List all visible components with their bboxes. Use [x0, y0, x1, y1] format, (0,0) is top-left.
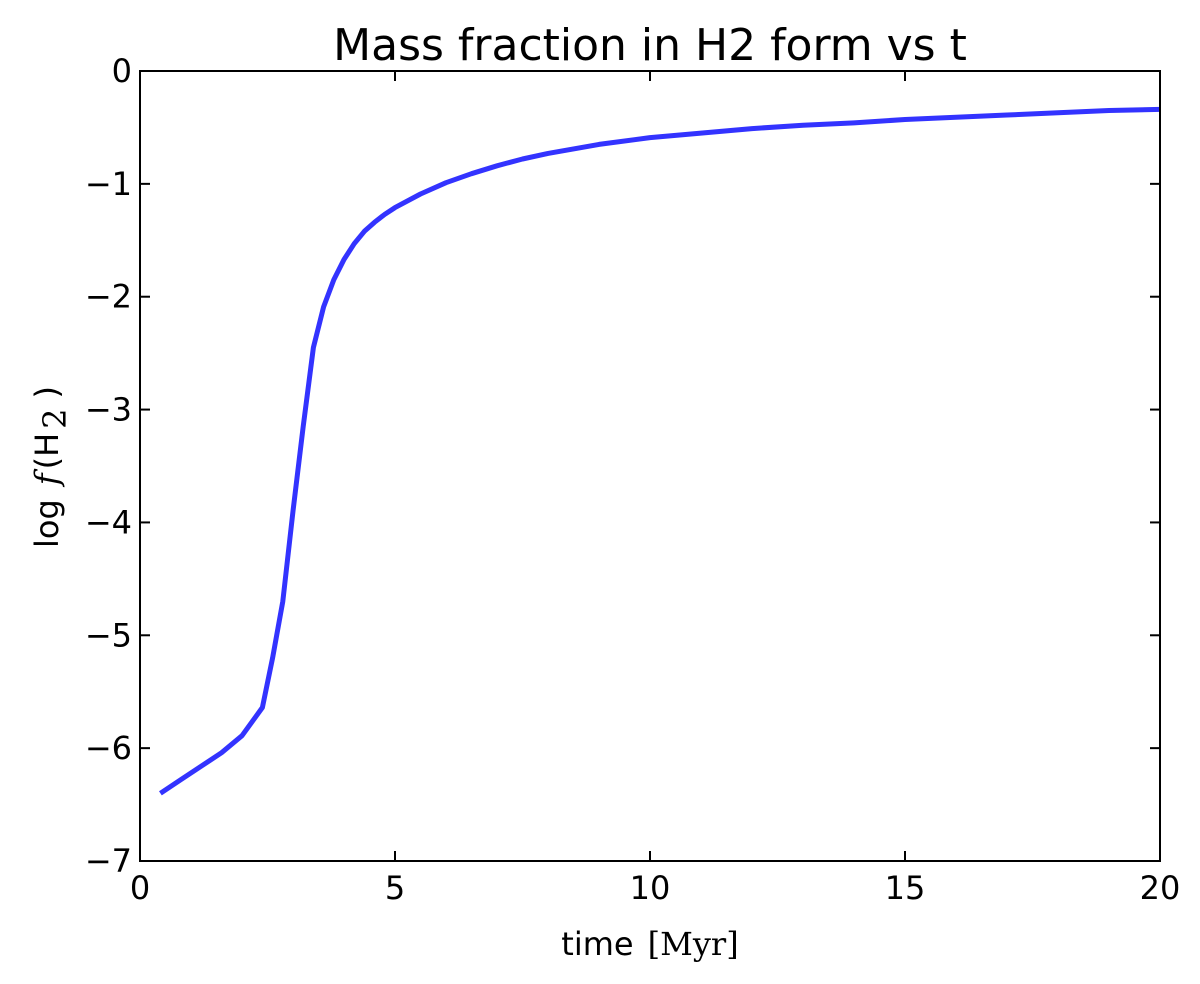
- x-axis: 0 5 10 15 20: [130, 71, 1181, 907]
- y-tick-label: −6: [85, 729, 132, 767]
- plot-frame: [139, 70, 1161, 862]
- y-tick-label: 0: [112, 52, 132, 90]
- y-axis-label-group: log f (H 2 ): [28, 386, 74, 548]
- y-tick-label: −7: [85, 842, 132, 880]
- y-tick-label: −2: [85, 278, 132, 316]
- x-axis-label-text: time: [561, 925, 633, 963]
- x-tick-label: 20: [1140, 869, 1181, 907]
- y-axis-label-log: log: [28, 499, 66, 548]
- y-tick-label: −5: [85, 616, 132, 654]
- y-axis: −7 −6 −5 −4 −3 −2 −1 0: [85, 52, 1160, 880]
- plot-area: [139, 70, 1161, 862]
- y-axis-label-func: f: [28, 468, 66, 487]
- x-axis-label: time [Myr]: [561, 925, 738, 963]
- x-tick-label: 5: [385, 869, 405, 907]
- y-axis-label-close: ): [28, 386, 66, 398]
- y-tick-label: −4: [85, 503, 132, 541]
- x-tick-label: 10: [630, 869, 671, 907]
- y-tick-label: −1: [85, 165, 132, 203]
- y-axis-label-open: (H: [28, 433, 66, 470]
- data-series-line: [159, 106, 1161, 796]
- x-axis-label-unit: [Myr]: [648, 925, 739, 963]
- x-tick-label: 15: [885, 869, 926, 907]
- chart-title: Mass fraction in H2 form vs t: [333, 20, 967, 71]
- y-tick-label: −3: [85, 391, 132, 429]
- y-axis-label: log f (H 2 ): [28, 386, 74, 548]
- y-axis-label-subscript: 2: [36, 408, 74, 428]
- x-tick-label: 0: [130, 869, 150, 907]
